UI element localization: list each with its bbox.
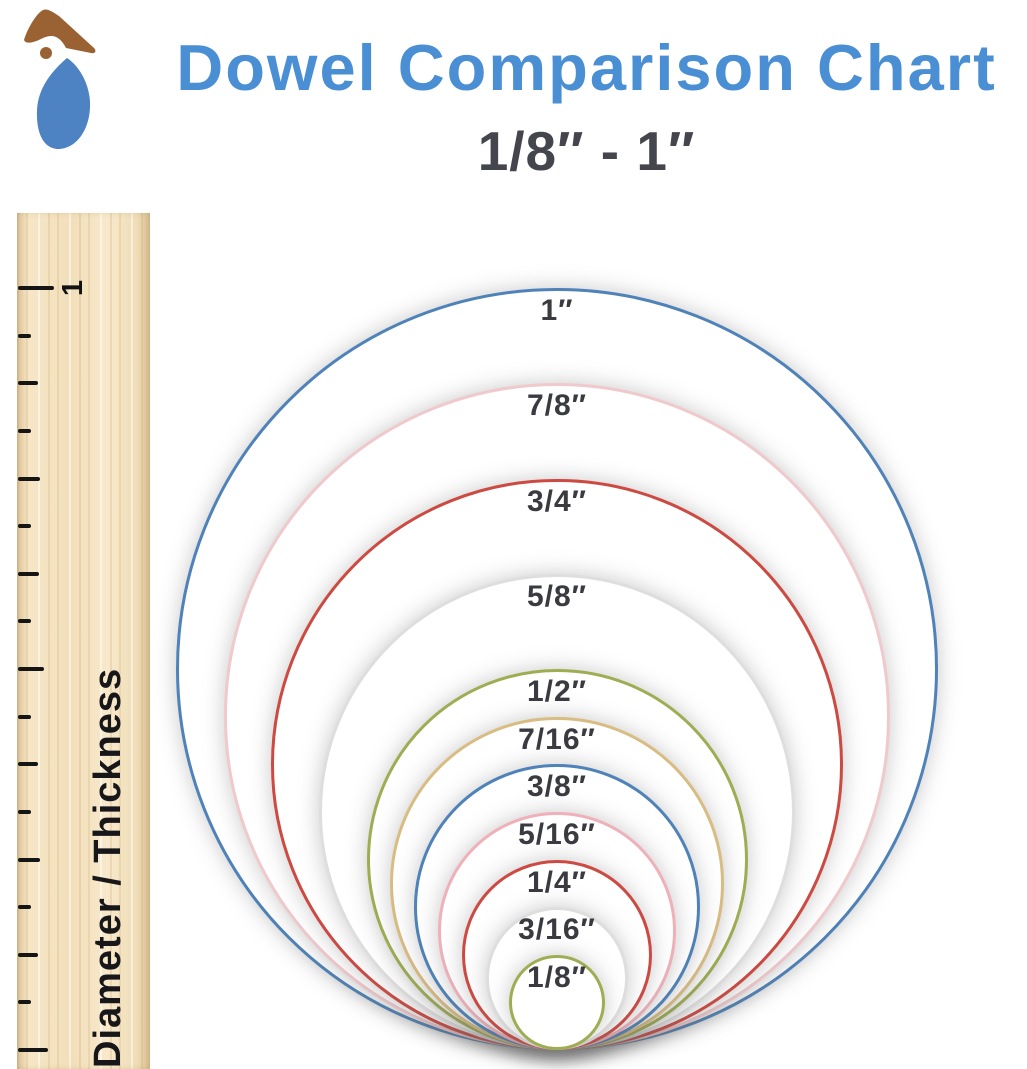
header: Dowel Comparison Chart 1/8″ - 1″ bbox=[148, 30, 1025, 183]
wooden-ruler bbox=[17, 213, 150, 1069]
ruler-inch-label: 1 bbox=[56, 279, 89, 297]
ruler-tick bbox=[18, 857, 40, 862]
ruler-tick bbox=[18, 762, 38, 767]
ruler-tick bbox=[18, 809, 31, 814]
dowel-size-label-3-16: 3/16″ bbox=[518, 913, 596, 947]
dowel-size-label-7-8: 7/8″ bbox=[526, 389, 588, 423]
ruler-tick bbox=[18, 619, 31, 624]
dowel-size-label-5-8: 5/8″ bbox=[526, 579, 588, 613]
ruler-tick bbox=[18, 905, 31, 910]
ruler-tick bbox=[18, 952, 38, 957]
dowel-size-label-3-4: 3/4″ bbox=[526, 484, 588, 518]
dowel-size-label-1-4: 1/4″ bbox=[526, 865, 588, 899]
page-title: Dowel Comparison Chart bbox=[176, 31, 997, 104]
ruler-tick bbox=[18, 381, 38, 386]
dowel-size-label-1: 1″ bbox=[540, 294, 574, 327]
ruler-tick bbox=[18, 714, 31, 719]
dowel-circle-1-8 bbox=[509, 954, 605, 1050]
ruler-tick bbox=[18, 1048, 48, 1052]
ruler-tick bbox=[18, 428, 31, 433]
dowel-size-label-3-8: 3/8″ bbox=[526, 770, 588, 804]
dowel-size-label-1-8: 1/8″ bbox=[526, 960, 588, 994]
page-subtitle: 1/8″ - 1″ bbox=[477, 120, 696, 182]
ruler-tick bbox=[18, 333, 31, 338]
ruler-tick bbox=[18, 524, 31, 529]
ruler-tick bbox=[18, 667, 44, 671]
dowel-size-label-7-16: 7/16″ bbox=[518, 722, 596, 756]
ruler-tick bbox=[18, 1000, 31, 1005]
dowel-size-label-1-2: 1/2″ bbox=[526, 675, 588, 708]
ruler-axis-label: Diameter / Thickness bbox=[87, 667, 129, 1068]
ruler-tick bbox=[18, 286, 54, 290]
ruler-tick bbox=[18, 476, 40, 481]
woodpecker-logo-icon bbox=[24, 9, 96, 150]
ruler-tick bbox=[18, 571, 39, 576]
dowel-size-label-5-16: 5/16″ bbox=[518, 817, 596, 851]
